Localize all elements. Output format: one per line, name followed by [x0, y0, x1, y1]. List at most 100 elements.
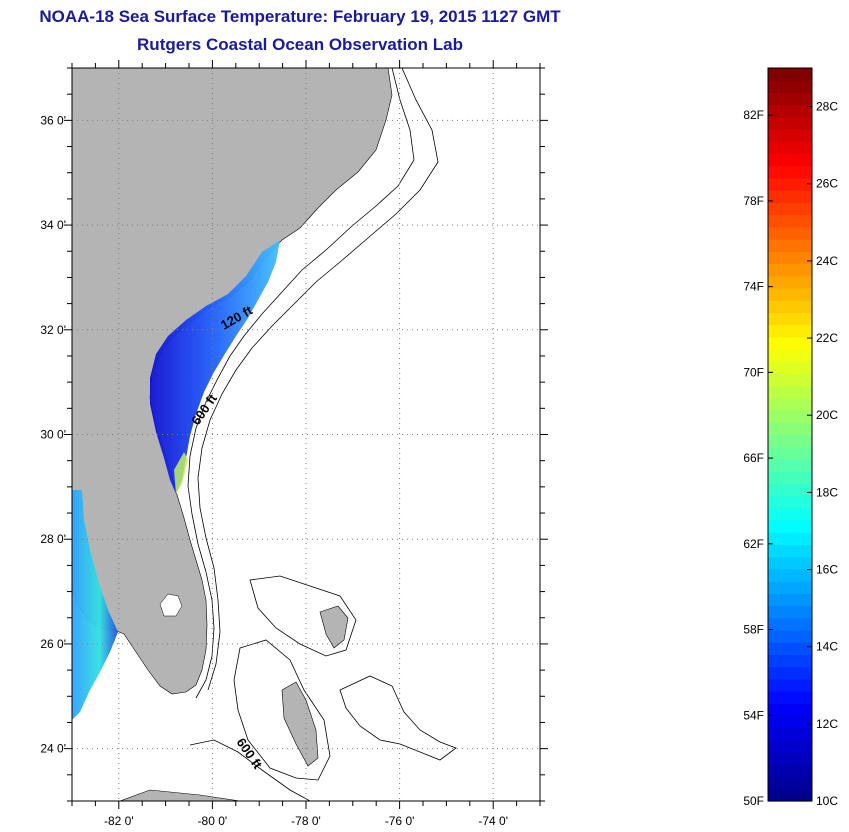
colorbar-band	[768, 190, 812, 203]
colorbar-label-c: 26C	[816, 177, 838, 191]
colorbar-band	[768, 116, 812, 130]
colorbar-label-f: 70F	[743, 365, 764, 379]
colorbar-band	[768, 177, 812, 191]
colorbar-band	[768, 214, 812, 228]
colorbar-band	[768, 202, 812, 216]
colorbar-band	[768, 556, 812, 570]
colorbar-band	[768, 703, 812, 717]
colorbar-label-f: 54F	[743, 708, 764, 722]
colorbar-band	[768, 385, 812, 399]
colorbar-band	[768, 642, 812, 655]
colorbar-label-c: 14C	[816, 640, 838, 654]
colorbar-band	[768, 434, 812, 448]
colorbar-band	[768, 581, 812, 594]
bathymetry-contours	[187, 68, 457, 801]
colorbar-band	[768, 691, 812, 704]
colorbar-label-c: 12C	[816, 717, 838, 731]
temperature-colorbar: 10C 12C 14C 16C 18C 20C 22C 24C 26C 28C 50F 54F 58F 6…	[743, 67, 838, 808]
sst-swath-gulf	[72, 490, 118, 720]
colorbar-label-f: 74F	[743, 280, 764, 294]
lat-tick-label: 30 0'	[40, 428, 66, 442]
colorbar-band	[768, 617, 812, 631]
colorbar-label-c: 16C	[816, 563, 838, 577]
colorbar-band	[768, 483, 812, 497]
colorbar-band	[768, 776, 812, 790]
colorbar-label-f: 50F	[743, 794, 764, 808]
colorbar-band	[768, 410, 812, 423]
colorbar-band	[768, 629, 812, 643]
colorbar-band	[768, 92, 812, 106]
colorbar-band	[768, 715, 812, 729]
colorbar-band	[768, 544, 812, 558]
colorbar-band	[768, 422, 812, 436]
map-layer: 120 ft 600 ft 600 ft	[72, 68, 540, 801]
lat-tick-label: 34 0'	[40, 218, 66, 232]
colorbar-band	[768, 654, 812, 668]
colorbar-band	[768, 312, 812, 326]
lake-okeechobee	[159, 593, 183, 617]
colorbar-band	[768, 678, 812, 692]
colorbar-label-f: 58F	[743, 623, 764, 637]
colorbar-band	[768, 300, 812, 313]
colorbar-band	[768, 507, 812, 521]
sst-swath-atlantic	[150, 240, 280, 494]
colorbar-band	[768, 397, 812, 411]
colorbar-band	[768, 141, 812, 155]
colorbar-band	[768, 373, 812, 387]
colorbar-band	[768, 520, 812, 533]
colorbar-band	[768, 80, 812, 94]
map-subtitle: Rutgers Coastal Ocean Observation Lab	[137, 35, 463, 54]
land-bahamas-andros	[281, 681, 319, 767]
colorbar-band	[768, 324, 812, 338]
colorbar-band	[768, 361, 812, 375]
land-cuba-edge	[119, 789, 241, 801]
lat-tick-label: 28 0'	[40, 532, 66, 546]
colorbar-label-c: 10C	[816, 794, 838, 808]
colorbar-band	[768, 153, 812, 167]
lat-tick-label: 24 0'	[40, 742, 66, 756]
map-axes: 24 0' 26 0' 28 0' 30 0' 32 0' 34 0' 36 0' -82 0…	[40, 60, 548, 828]
colorbar-label-f: 82F	[743, 108, 764, 122]
colorbar-label-f: 62F	[743, 537, 764, 551]
colorbar-band	[768, 739, 812, 753]
colorbar-band	[768, 275, 812, 289]
colorbar-band	[768, 605, 812, 619]
colorbar-band	[768, 532, 812, 546]
colorbar-band	[768, 666, 812, 680]
colorbar-band	[768, 446, 812, 460]
colorbar-label-c: 28C	[816, 100, 838, 114]
colorbar-band	[768, 348, 812, 362]
sst-warm-edge	[174, 452, 188, 494]
lat-lon-grid	[72, 68, 540, 801]
colorbar-band	[768, 764, 812, 778]
colorbar-band	[768, 568, 812, 582]
colorbar-label-f: 66F	[743, 451, 764, 465]
colorbar-band	[768, 251, 812, 265]
lon-tick-label: -80 0'	[198, 814, 228, 828]
colorbar-band	[768, 336, 812, 350]
colorbar-band	[768, 165, 812, 179]
colorbar-label-c: 22C	[816, 331, 838, 345]
colorbar-band	[768, 263, 812, 277]
colorbar-label-c: 18C	[816, 485, 838, 499]
colorbar-band	[768, 727, 812, 741]
lon-tick-label: -74 0'	[478, 814, 508, 828]
lat-tick-label: 32 0'	[40, 323, 66, 337]
colorbar-band	[768, 495, 812, 509]
colorbar-band	[768, 593, 812, 607]
lat-tick-label: 26 0'	[40, 637, 66, 651]
colorbar-band	[768, 68, 812, 81]
colorbar-band	[768, 226, 812, 240]
lon-tick-label: -78 0'	[291, 814, 321, 828]
colorbar-band	[768, 788, 812, 802]
colorbar-band	[768, 287, 812, 301]
lon-tick-label: -82 0'	[104, 814, 134, 828]
colorbar-band	[768, 104, 812, 118]
colorbar-band	[768, 471, 812, 484]
colorbar-label-c: 20C	[816, 408, 838, 422]
colorbar-label-f: 78F	[743, 194, 764, 208]
colorbar-frame	[767, 67, 813, 802]
colorbar-band	[768, 458, 812, 472]
colorbar-band	[768, 752, 812, 765]
